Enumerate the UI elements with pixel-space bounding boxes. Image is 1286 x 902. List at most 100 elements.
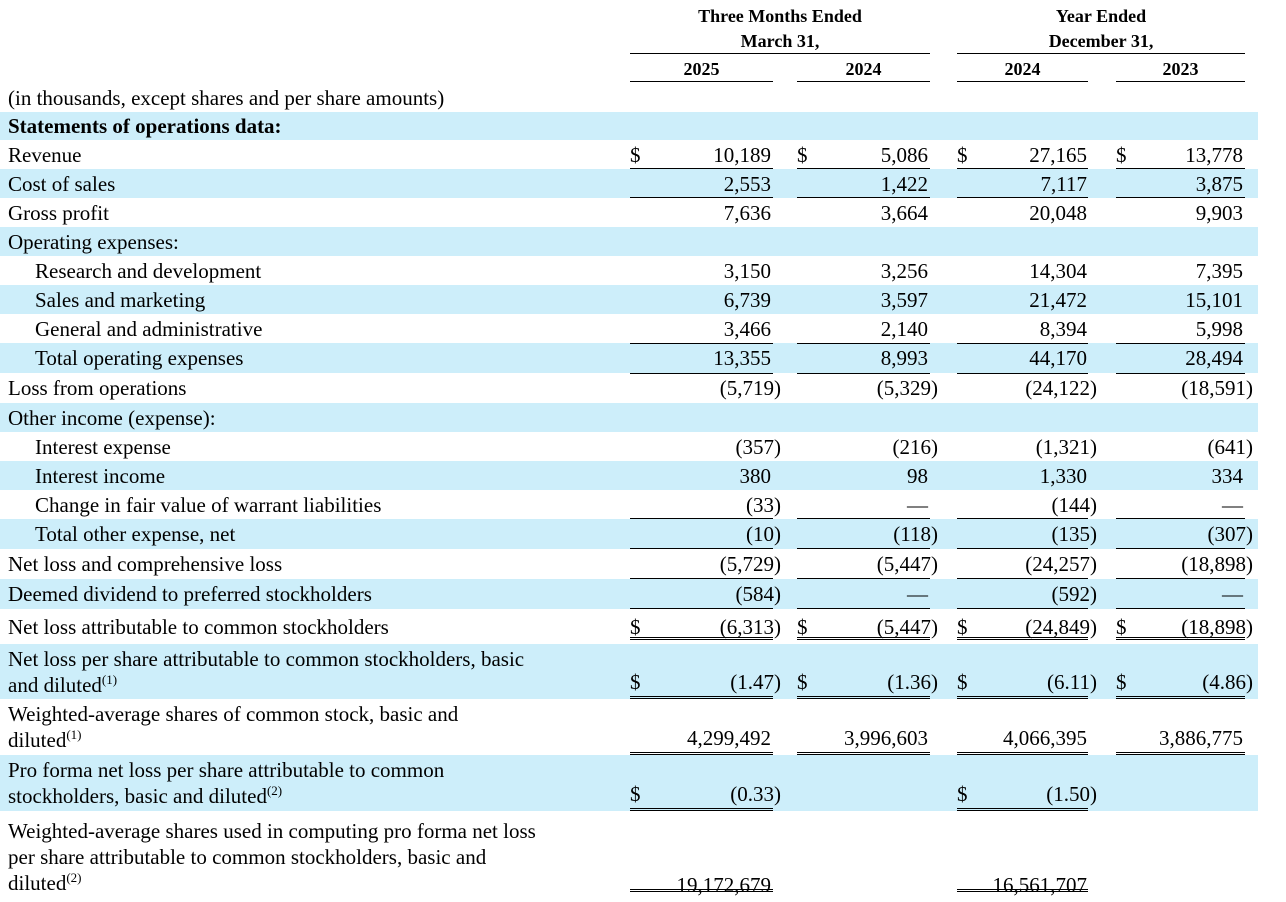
cell-value: (5,719) bbox=[719, 376, 781, 400]
header-year-2025-q: 2025 bbox=[683, 59, 720, 79]
currency-symbol: $ bbox=[797, 142, 808, 167]
row-label-line: Interest income bbox=[35, 463, 165, 489]
cell-value: (1.50) bbox=[1046, 782, 1097, 806]
cell-value: 98 bbox=[907, 463, 928, 488]
cell-value: 28,494 bbox=[1185, 346, 1243, 370]
cell-value: 3,466 bbox=[723, 316, 771, 341]
row-label-text: General and administrative bbox=[35, 316, 263, 341]
single-underline bbox=[630, 608, 773, 609]
header-col-rule-2 bbox=[797, 81, 930, 82]
row-label-line: General and administrative bbox=[35, 316, 262, 342]
cell-value: 1,330 bbox=[1039, 463, 1087, 488]
single-underline bbox=[630, 168, 773, 169]
cell-value: (24,122) bbox=[1025, 376, 1097, 400]
cell-value: 5,998 bbox=[1195, 316, 1243, 341]
row-label-line: Revenue bbox=[8, 142, 81, 168]
cell-value: (1.47) bbox=[730, 670, 781, 694]
row-label: Net loss per share attributable to commo… bbox=[8, 646, 524, 698]
cell-value: 19,172,679 bbox=[676, 873, 772, 897]
cell-value: (5,447) bbox=[876, 552, 938, 576]
row-label-line: Net loss and comprehensive loss bbox=[8, 551, 282, 577]
double-underline bbox=[797, 752, 930, 755]
double-underline bbox=[957, 889, 1088, 892]
single-underline bbox=[957, 343, 1088, 344]
double-underline bbox=[797, 696, 930, 699]
row-label-text: Interest income bbox=[35, 463, 166, 488]
row-label: Gross profit bbox=[8, 200, 109, 226]
row-label: Pro forma net loss per share attributabl… bbox=[8, 757, 444, 809]
row-label-text: and diluted bbox=[8, 672, 102, 697]
single-underline bbox=[630, 548, 773, 549]
row-label-line: diluted(1) bbox=[8, 727, 458, 753]
row-label: Total other expense, net bbox=[35, 521, 235, 547]
row-label-line: Gross profit bbox=[8, 200, 109, 226]
table-row: (in thousands, except shares and per sha… bbox=[0, 84, 1258, 112]
double-underline bbox=[1116, 752, 1245, 755]
cell-value: 2,140 bbox=[880, 316, 928, 341]
single-underline bbox=[1116, 373, 1245, 374]
table-row: Net loss attributable to common stockhol… bbox=[0, 609, 1258, 644]
currency-symbol: $ bbox=[630, 670, 641, 694]
header-col-rule-4 bbox=[1116, 81, 1245, 82]
single-underline bbox=[797, 168, 930, 169]
cell-value: 16,561,707 bbox=[992, 873, 1088, 897]
single-underline bbox=[1116, 168, 1245, 169]
cell-value: 3,664 bbox=[880, 200, 928, 225]
row-label-text: Net loss attributable to common stockhol… bbox=[8, 614, 389, 639]
cell-value: 380 bbox=[739, 463, 772, 488]
header-year-2024-y: 2024 bbox=[1004, 59, 1041, 79]
row-label-text: Interest expense bbox=[35, 434, 171, 459]
row-label-text: Statements of operations data: bbox=[8, 114, 282, 138]
row-label: Interest income bbox=[35, 463, 165, 489]
row-label: Other income (expense): bbox=[8, 405, 216, 431]
cell-value: (6,313) bbox=[719, 614, 781, 639]
row-label-text: Revenue bbox=[8, 142, 82, 167]
row-label: Weighted-average shares used in computin… bbox=[8, 818, 536, 896]
table-row: Cost of sales 2,553 1,422 7,117 3,875 bbox=[0, 169, 1258, 198]
row-label-text: Sales and marketing bbox=[35, 287, 206, 312]
footnote-marker: (2) bbox=[66, 869, 82, 885]
cell-value: (118) bbox=[893, 522, 938, 546]
currency-symbol: $ bbox=[630, 142, 641, 167]
row-label-text: Pro forma net loss per share attributabl… bbox=[8, 758, 445, 782]
row-label: Statements of operations data: bbox=[8, 113, 282, 139]
cell-value: 7,395 bbox=[1195, 258, 1243, 283]
single-underline bbox=[957, 608, 1088, 609]
cell-value: 3,886,775 bbox=[1159, 726, 1243, 750]
row-label-line: Net loss per share attributable to commo… bbox=[8, 646, 524, 672]
header-three-months: Three Months Ended March 31, bbox=[630, 4, 930, 54]
header-year-ended: Year Ended December 31, bbox=[957, 4, 1245, 54]
cell-value: 13,355 bbox=[713, 346, 771, 370]
header-col-rule-3 bbox=[957, 81, 1088, 82]
row-label-line: Pro forma net loss per share attributabl… bbox=[8, 757, 444, 783]
table-row: Net loss and comprehensive loss (5,729) (5… bbox=[0, 549, 1258, 579]
header-three-months-line2: March 31, bbox=[740, 31, 820, 51]
currency-symbol: $ bbox=[957, 782, 968, 806]
cell-value: (18,898) bbox=[1181, 552, 1253, 576]
table-row: Interest income 380 98 1,330 334 bbox=[0, 461, 1258, 490]
double-underline bbox=[630, 752, 773, 755]
double-underline bbox=[957, 696, 1088, 699]
double-underline bbox=[630, 637, 773, 640]
table-row: Operating expenses: bbox=[0, 227, 1258, 256]
table-row: Change in fair value of warrant liabilit… bbox=[0, 490, 1258, 519]
single-underline bbox=[797, 578, 930, 579]
row-label-line: Cost of sales bbox=[8, 171, 115, 197]
cell-value: 9,903 bbox=[1195, 200, 1243, 225]
double-underline bbox=[1116, 637, 1245, 640]
row-label-text: Total operating expenses bbox=[35, 346, 244, 370]
currency-symbol: $ bbox=[630, 782, 641, 806]
row-label: Weighted-average shares of common stock,… bbox=[8, 701, 458, 753]
row-label-line: Statements of operations data: bbox=[8, 113, 282, 139]
table-row: Total other expense, net (10) (118) (135) (3… bbox=[0, 519, 1258, 549]
row-label: Net loss attributable to common stockhol… bbox=[8, 614, 389, 640]
currency-symbol: $ bbox=[957, 142, 968, 167]
row-label-text: Total other expense, net bbox=[35, 522, 236, 546]
row-label-text: Deemed dividend to preferred stockholder… bbox=[8, 582, 372, 606]
header-year-ended-rule bbox=[957, 53, 1245, 54]
table-row: Loss from operations (5,719) (5,329) (24,12… bbox=[0, 373, 1258, 403]
cell-value: (1.36) bbox=[887, 670, 938, 694]
cell-value: (144) bbox=[1051, 492, 1098, 517]
row-label-line: Operating expenses: bbox=[8, 229, 179, 255]
double-underline bbox=[797, 637, 930, 640]
